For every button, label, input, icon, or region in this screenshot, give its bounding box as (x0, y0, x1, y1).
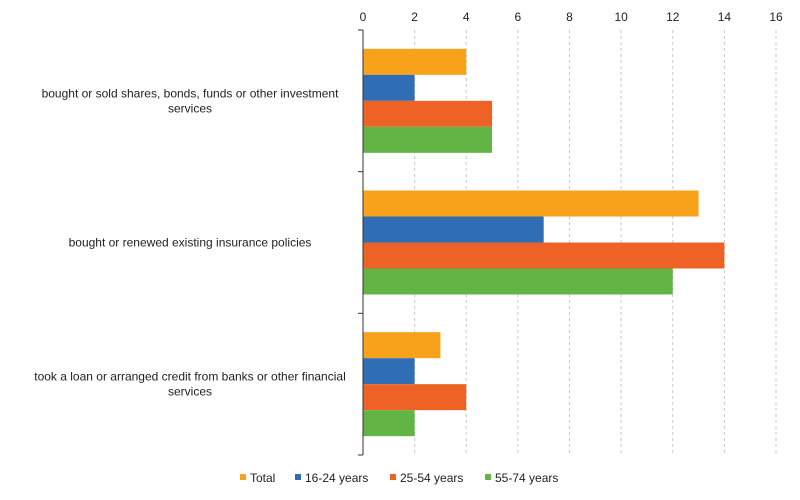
legend-swatch (390, 474, 396, 480)
x-tick-label: 14 (718, 10, 732, 24)
bar-16-24-years (363, 74, 415, 101)
bar-55-74-years (363, 126, 493, 153)
legend-label: 55-74 years (495, 471, 558, 485)
category-label: took a loan or arranged credit from bank… (34, 370, 346, 399)
x-tick-label: 12 (666, 10, 680, 24)
x-tick-label: 2 (411, 10, 418, 24)
x-tick-label: 0 (360, 10, 367, 24)
bar-55-74-years (363, 268, 673, 295)
legend: Total 16-24 years 25-54 years 55-74 years (240, 471, 558, 485)
bar-25-54-years (363, 242, 725, 269)
legend-swatch (485, 474, 491, 480)
legend-label: 16-24 years (305, 471, 368, 485)
bar-25-54-years (363, 100, 493, 127)
category-labels: bought or sold shares, bonds, funds or o… (34, 86, 346, 398)
category-label: bought or renewed existing insurance pol… (69, 236, 312, 250)
bar-16-24-years (363, 358, 415, 385)
bar-total (363, 190, 699, 217)
x-tick-label: 16 (769, 10, 783, 24)
x-tick-label: 10 (614, 10, 628, 24)
x-tick-label: 8 (566, 10, 573, 24)
bar-25-54-years (363, 384, 467, 411)
bar-55-74-years (363, 410, 415, 437)
x-tick-label: 6 (515, 10, 522, 24)
legend-label: Total (250, 471, 275, 485)
legend-label: 25-54 years (400, 471, 463, 485)
bars (363, 48, 725, 437)
bar-total (363, 48, 467, 75)
legend-swatch (240, 474, 246, 480)
legend-swatch (295, 474, 301, 480)
x-axis-ticks: 0 2 4 6 8 10 12 14 16 (360, 10, 783, 24)
bar-total (363, 332, 441, 359)
category-label: bought or sold shares, bonds, funds or o… (42, 86, 340, 115)
x-tick-label: 4 (463, 10, 470, 24)
bar-16-24-years (363, 216, 544, 243)
